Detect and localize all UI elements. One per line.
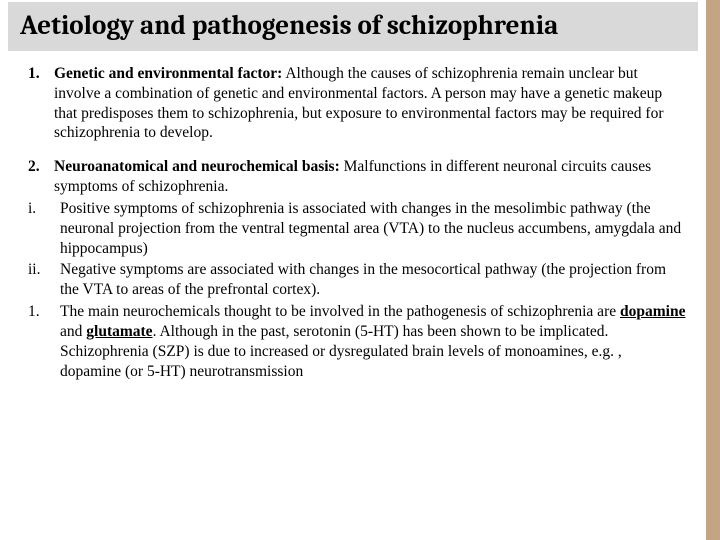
underline-term: glutamate (86, 323, 152, 340)
sub-marker: i. (28, 199, 60, 258)
item-body: Genetic and environmental factor: Althou… (54, 64, 686, 143)
sub-pre: The main neurochemicals thought to be in… (60, 303, 620, 320)
sub-list-item: i. Positive symptoms of schizophrenia is… (28, 199, 686, 258)
item-lead: Genetic and environmental factor: (54, 65, 282, 82)
list-item: 1. Genetic and environmental factor: Alt… (28, 64, 686, 143)
sub-list-item: ii. Negative symptoms are associated wit… (28, 260, 686, 300)
sub-mid: and (60, 323, 86, 340)
title-bar: Aetiology and pathogenesis of schizophre… (8, 2, 698, 51)
slide-body: 1. Genetic and environmental factor: Alt… (28, 64, 686, 383)
sub-list-item: 1. The main neurochemicals thought to be… (28, 302, 686, 381)
item-lead: Neuroanatomical and neurochemical basis: (54, 158, 340, 175)
underline-term: dopamine (620, 303, 685, 320)
slide-title: Aetiology and pathogenesis of schizophre… (20, 10, 686, 41)
sub-text: The main neurochemicals thought to be in… (60, 302, 686, 381)
sub-text: Positive symptoms of schizophrenia is as… (60, 199, 686, 258)
sub-marker: ii. (28, 260, 60, 300)
sub-marker: 1. (28, 302, 60, 381)
list-item: 2. Neuroanatomical and neurochemical bas… (28, 157, 686, 197)
item-marker: 1. (28, 64, 54, 143)
sub-text: Negative symptoms are associated with ch… (60, 260, 686, 300)
item-marker: 2. (28, 157, 54, 197)
accent-bar (706, 0, 720, 540)
item-body: Neuroanatomical and neurochemical basis:… (54, 157, 686, 197)
